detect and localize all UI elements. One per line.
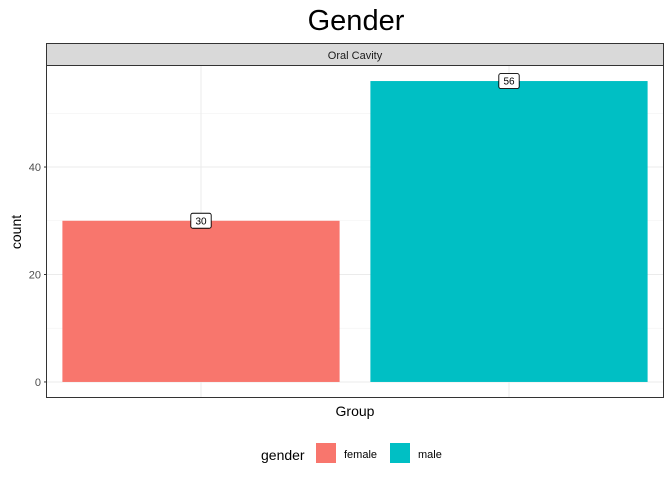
data-label-text: 30 — [195, 216, 207, 227]
y-tick-label: 20 — [29, 269, 41, 281]
legend-swatch — [390, 443, 410, 463]
data-label-text: 56 — [503, 77, 515, 88]
bar-female — [62, 220, 340, 382]
legend-swatch — [316, 443, 336, 463]
y-axis: 0 20 40 — [29, 162, 47, 389]
chart-title: Gender — [308, 5, 405, 37]
legend-item-male: male — [390, 443, 442, 463]
data-label-box — [498, 73, 520, 89]
data-label-male: 56 — [498, 73, 520, 89]
y-tick-label: 40 — [29, 162, 41, 174]
data-labels: 30 56 — [190, 73, 520, 229]
data-label-female: 30 — [190, 212, 212, 229]
legend-title: gender — [261, 447, 305, 463]
legend-item-female: female — [316, 443, 377, 463]
bars — [62, 81, 648, 382]
bar-male — [370, 81, 648, 382]
panel-border — [46, 65, 664, 398]
legend: gender female male — [261, 443, 442, 463]
legend-label: male — [418, 449, 442, 461]
x-axis-title: Group — [336, 403, 375, 419]
y-axis-title: count — [8, 215, 24, 249]
y-tick-label: 0 — [35, 377, 41, 389]
data-label-box — [190, 212, 212, 229]
legend-label: female — [344, 449, 377, 461]
facet-label: Oral Cavity — [328, 50, 383, 62]
legend-items: female male — [316, 443, 442, 463]
